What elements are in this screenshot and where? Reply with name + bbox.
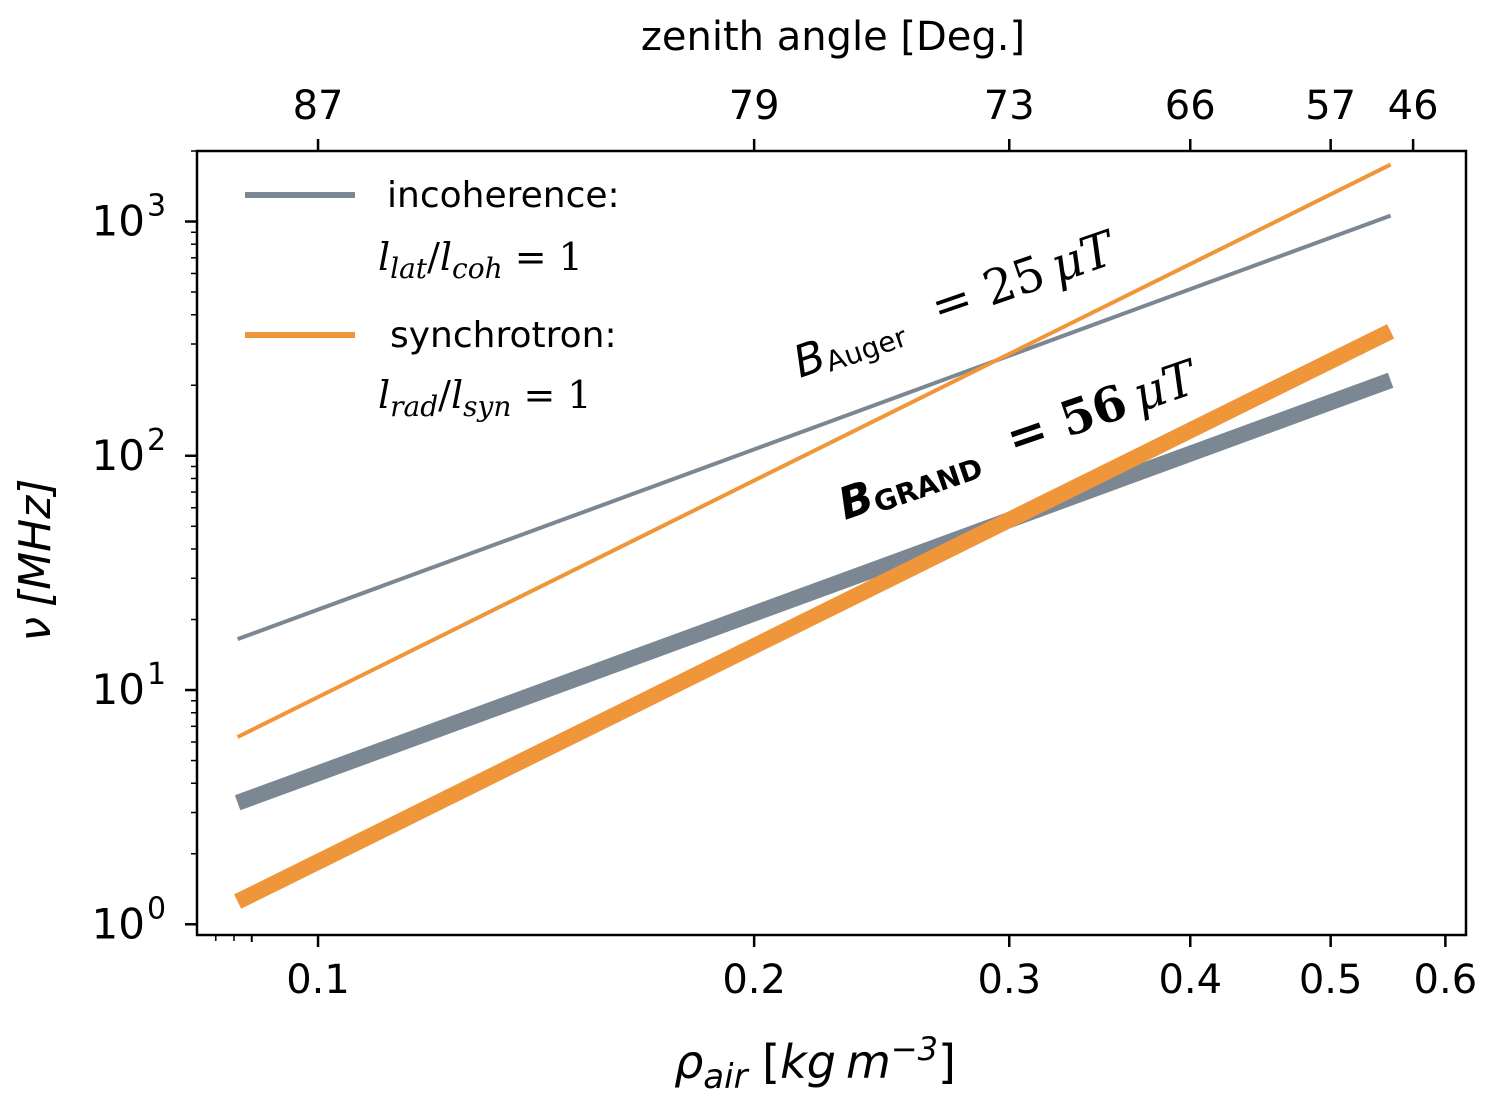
y-tick-exponent: 1 — [147, 657, 166, 692]
top-tick-label: 87 — [293, 83, 344, 129]
legend-eq-synchrotron-rhs: = 1 — [511, 373, 591, 417]
y-tick-label: 10 — [92, 899, 145, 948]
x-tick-label: 0.4 — [1158, 957, 1222, 1003]
x-axis-label: ρair [kg m−3] — [674, 1030, 956, 1097]
top-tick-label: 73 — [984, 83, 1035, 129]
legend-eq-incoherence-b-sub: coh — [452, 252, 503, 285]
x-axis-unit-open: [ — [748, 1035, 781, 1089]
x-tick-label: 0.6 — [1414, 957, 1478, 1003]
svg-text:BAuger: BAuger — [787, 303, 911, 388]
legend-eq-synchrotron-a-sub: rad — [390, 390, 438, 423]
annotation-grand: BGRAND = 56μT — [832, 349, 1206, 531]
x-axis-unit-kg: kg — [780, 1035, 836, 1089]
y-tick-label: 10 — [92, 431, 145, 480]
annotation-grand-unit: μT — [1125, 349, 1206, 424]
y-tick-exponent: 3 — [147, 189, 166, 224]
y-axis-label: ν [MHz] — [10, 478, 61, 641]
legend-label-synchrotron: synchrotron: — [390, 315, 617, 356]
annotation-auger: BAuger = 25μT — [787, 220, 1124, 389]
series-layer — [234, 162, 1395, 909]
y-tick-label: 10 — [92, 197, 145, 246]
series-line-incoherence-thin — [236, 213, 1392, 641]
legend-eq-synchrotron-b-sub: syn — [463, 390, 511, 423]
top-tick-label: 79 — [729, 83, 780, 129]
legend-eq-incoherence-a: l — [378, 235, 390, 279]
y-tick-exponent: 2 — [147, 423, 166, 458]
legend-eq-synchrotron: lrad/lsyn = 1 — [378, 373, 592, 423]
x-tick-label: 0.3 — [977, 957, 1041, 1003]
svg-text:BGRAND: BGRAND — [832, 435, 987, 531]
legend-label-incoherence: incoherence: — [387, 175, 620, 216]
legend: incoherence: llat/lcoh = 1 synchrotron: … — [245, 175, 620, 423]
x-tick-label: 0.1 — [286, 957, 350, 1003]
top-tick-label: 46 — [1388, 83, 1439, 129]
annotation-auger-eq: = 25 — [924, 245, 1052, 336]
annotation-grand-sub: GRAND — [870, 452, 987, 520]
x-axis-unit-m: m — [846, 1035, 891, 1089]
legend-eq-synchrotron-b: l — [451, 373, 463, 417]
annotation-grand-eq: = 56 — [999, 374, 1134, 467]
legend-eq-incoherence-a-sub: lat — [390, 252, 428, 285]
annotation-auger-sub: Auger — [821, 320, 911, 379]
series-line-synchrotron-thin — [236, 162, 1392, 739]
series-line-synchrotron-thick — [234, 324, 1395, 909]
legend-eq-incoherence: llat/lcoh = 1 — [378, 235, 583, 285]
legend-eq-incoherence-b: l — [440, 235, 452, 279]
y-tick-exponent: 0 — [147, 891, 166, 926]
x-axis-unit-exp: −3 — [891, 1030, 938, 1068]
x-axis-unit-close: ] — [938, 1035, 956, 1089]
x-axis-symbol: ρ — [674, 1035, 703, 1089]
y-axis-symbol: ν — [10, 617, 61, 642]
svg-text:= 56μT: = 56μT — [999, 349, 1206, 467]
series-line-incoherence-thick — [234, 372, 1394, 811]
x-tick-label: 0.2 — [722, 957, 786, 1003]
y-tick-label: 10 — [92, 665, 145, 714]
top-tick-label: 66 — [1165, 83, 1216, 129]
top-tick-label: 57 — [1305, 83, 1356, 129]
svg-text:= 25μT: = 25μT — [924, 220, 1124, 336]
top-axis-label: zenith angle [Deg.] — [641, 14, 1025, 60]
x-tick-label: 0.5 — [1299, 957, 1363, 1003]
x-axis-subscript: air — [703, 1057, 749, 1097]
legend-eq-incoherence-rhs: = 1 — [503, 235, 583, 279]
plot-frame — [195, 149, 1468, 937]
legend-eq-synchrotron-a: l — [378, 373, 390, 417]
y-axis-unit: [MHz] — [10, 478, 61, 606]
annotation-auger-unit: μT — [1043, 220, 1124, 295]
